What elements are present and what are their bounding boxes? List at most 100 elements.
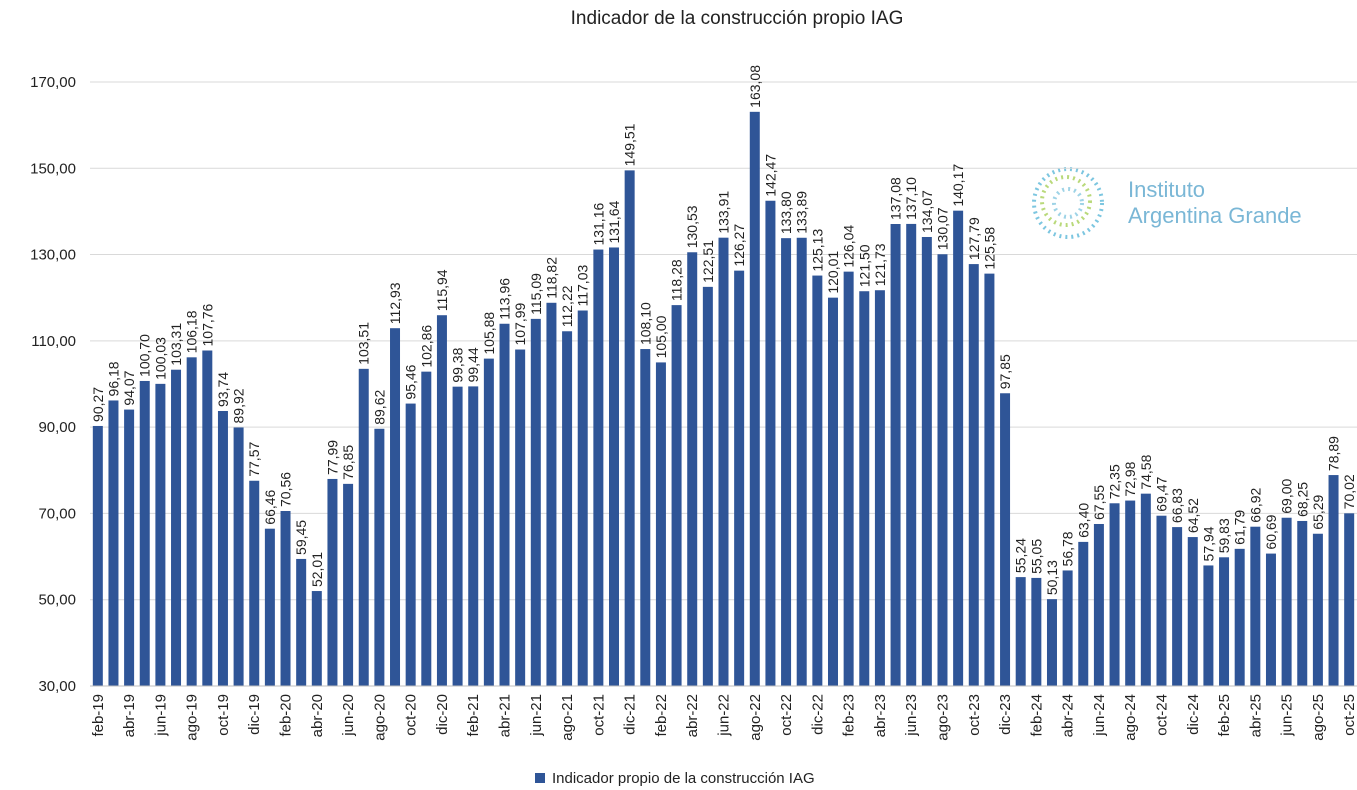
x-tick-label: dic-23: [997, 694, 1014, 735]
bar: [609, 247, 620, 687]
value-label: 78,89: [1326, 436, 1342, 471]
value-label: 69,47: [1153, 476, 1169, 511]
bar: [937, 254, 948, 687]
value-label: 57,94: [1200, 526, 1216, 561]
x-tick-label: abr-21: [497, 694, 514, 737]
value-label: 70,56: [278, 472, 294, 507]
value-label: 99,44: [465, 347, 481, 382]
value-label: 89,62: [371, 390, 387, 425]
value-label: 142,47: [762, 154, 778, 197]
bar: [1125, 500, 1136, 686]
bar: [577, 310, 588, 686]
bar: [1281, 517, 1292, 686]
chart-title: Indicador de la construcción propio IAG: [571, 8, 904, 29]
y-tick-label: 90,00: [38, 419, 76, 436]
value-label: 105,88: [481, 312, 497, 355]
value-label: 55,24: [1013, 538, 1029, 573]
value-label: 66,46: [262, 489, 278, 524]
value-label: 121,50: [856, 244, 872, 287]
value-label: 102,86: [418, 325, 434, 368]
value-label: 74,58: [1138, 454, 1154, 489]
bar: [953, 210, 964, 686]
bar: [640, 349, 651, 686]
bar: [1312, 533, 1323, 686]
x-tick-label: ago-19: [184, 694, 201, 741]
bar: [233, 427, 244, 686]
value-label: 117,03: [575, 265, 591, 307]
value-label: 113,96: [497, 278, 513, 320]
bar: [968, 264, 979, 686]
y-tick-label: 130,00: [30, 247, 76, 264]
bar: [1234, 548, 1245, 686]
value-label: 50,13: [1044, 560, 1060, 595]
x-tick-label: ago-25: [1310, 694, 1327, 741]
bar: [765, 200, 776, 686]
bar: [124, 409, 135, 686]
bar: [1297, 520, 1308, 686]
x-tick-label: jun-21: [528, 694, 545, 737]
bar: [1109, 503, 1120, 686]
x-tick-label: abr-25: [1247, 694, 1264, 737]
value-label: 105,00: [653, 315, 669, 358]
x-tick-label: abr-24: [1060, 694, 1077, 737]
x-tick-label: abr-20: [309, 694, 326, 737]
bar: [984, 273, 995, 686]
value-label: 56,78: [1060, 531, 1076, 566]
bar: [1250, 526, 1261, 686]
bar: [702, 286, 713, 686]
bar: [280, 511, 291, 686]
value-label: 133,80: [778, 191, 794, 234]
x-tick-label: dic-24: [1185, 694, 1202, 735]
value-label: 77,99: [324, 440, 340, 475]
bar: [890, 224, 901, 686]
value-label: 55,05: [1028, 539, 1044, 574]
bar: [1328, 475, 1339, 686]
value-label: 118,82: [543, 257, 559, 299]
value-label: 66,83: [1169, 488, 1185, 523]
bar: [843, 271, 854, 686]
x-tick-label: dic-22: [809, 694, 826, 735]
bar: [1046, 599, 1057, 686]
x-tick-label: oct-23: [966, 694, 983, 736]
logo-ring: [1032, 167, 1104, 239]
y-tick-label: 150,00: [30, 160, 76, 177]
bar: [436, 315, 447, 686]
x-tick-label: ago-21: [559, 694, 576, 741]
value-label: 130,07: [934, 207, 950, 250]
bar: [515, 349, 526, 686]
logo-ring: [1052, 187, 1084, 219]
value-label: 120,01: [825, 251, 841, 294]
x-tick-label: ago-24: [1122, 694, 1139, 741]
x-tick-label: dic-20: [434, 694, 451, 735]
value-label: 97,85: [997, 354, 1013, 389]
x-tick-label: jun-25: [1279, 694, 1296, 737]
x-tick-label: ago-23: [934, 694, 951, 741]
bar: [1172, 527, 1183, 686]
y-tick-label: 110,00: [31, 333, 76, 350]
bar: [421, 371, 432, 686]
x-tick-label: dic-21: [622, 694, 639, 735]
value-label: 107,99: [512, 302, 528, 345]
value-label: 122,51: [700, 240, 716, 283]
bar: [718, 237, 729, 686]
bar: [483, 358, 494, 686]
bar: [202, 350, 213, 686]
bar: [1062, 570, 1073, 686]
x-tick-label: jun-19: [152, 694, 169, 737]
bar: [405, 403, 416, 686]
bar: [92, 425, 103, 686]
x-tick-label: ago-22: [747, 694, 764, 741]
bar: [921, 236, 932, 687]
bar: [1265, 553, 1276, 686]
value-label: 89,92: [231, 388, 247, 423]
value-label: 131,16: [590, 203, 606, 246]
value-label: 76,85: [340, 445, 356, 480]
logo-ring: [1040, 175, 1092, 227]
x-tick-label: feb-20: [278, 694, 295, 737]
bar: [1219, 557, 1230, 686]
value-label: 133,89: [794, 191, 810, 234]
bar: [139, 380, 150, 686]
value-label: 121,73: [872, 243, 888, 286]
value-label: 93,74: [215, 372, 231, 407]
